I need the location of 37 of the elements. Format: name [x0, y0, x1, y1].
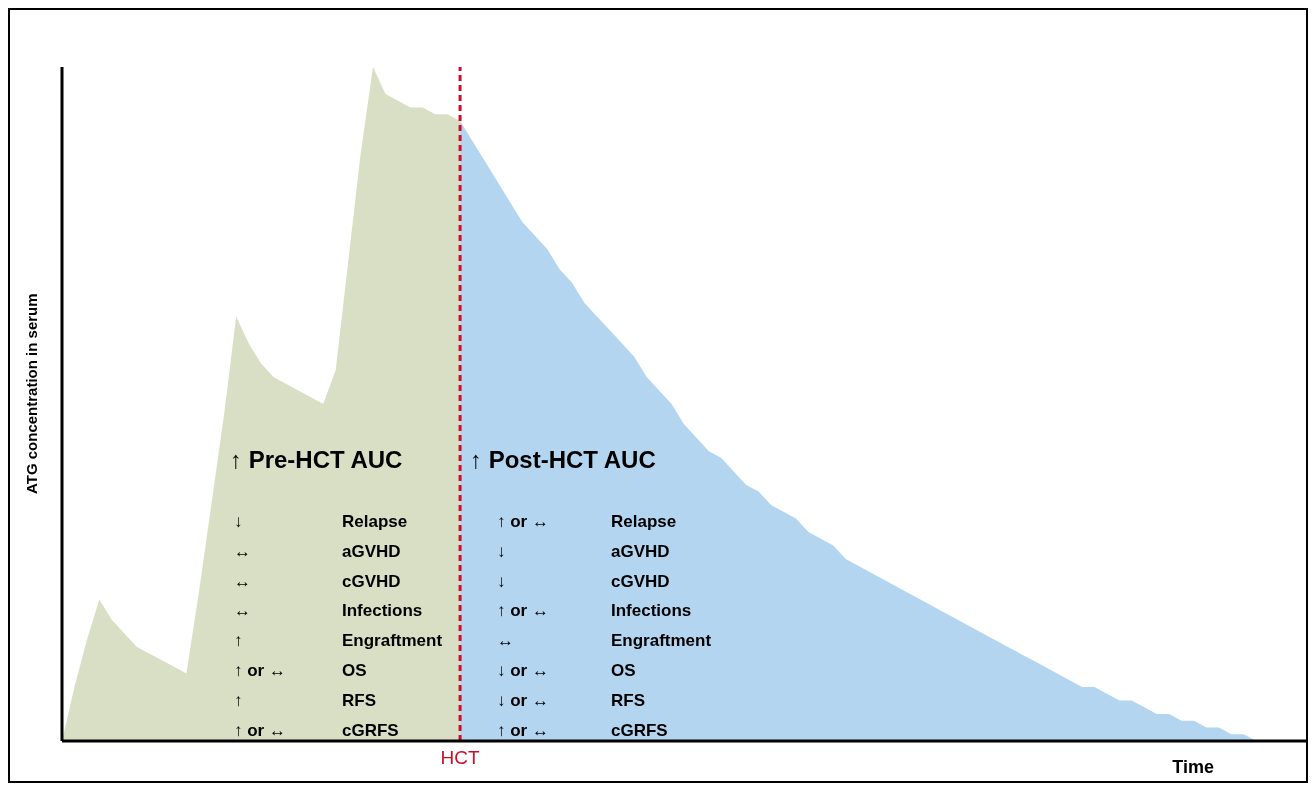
annotation: Relapse [342, 512, 408, 532]
annotation: ↓ [497, 571, 506, 592]
annotation: ↑ Post-HCT AUC [470, 446, 656, 474]
annotation: ↑ or ↔ [234, 661, 286, 681]
annotation: aGVHD [611, 541, 670, 562]
annotation: ↑ [234, 690, 243, 711]
annotation: Engraftment [342, 631, 443, 652]
annotation: Engraftment [611, 631, 712, 652]
annotation: cGRFS [611, 720, 668, 741]
annotation: ↔ [234, 541, 251, 562]
text: HCT [440, 747, 480, 769]
annotation: Infections [342, 601, 423, 622]
annotation: ↓ or ↔ [497, 690, 549, 711]
y-axis-title: ATG concentration in serum [23, 293, 41, 494]
annotation: ↓ or ↔ [497, 661, 549, 681]
annotation: OS [342, 661, 367, 681]
annotation: ↑ or ↔ [234, 720, 286, 741]
annotation: RFS [611, 690, 645, 711]
annotation: cGRFS [342, 720, 399, 741]
annotation: Infections [611, 601, 692, 622]
annotation: ↓ [234, 512, 243, 532]
annotation: ↔ [234, 571, 251, 592]
annotation: aGVHD [342, 541, 401, 562]
x-axis-title: Time [1172, 757, 1214, 777]
annotation: Relapse [611, 512, 677, 532]
annotation: ↔ [497, 631, 514, 652]
annotation: ↑ [234, 631, 243, 652]
annotation: cGVHD [342, 571, 401, 592]
annotation: ↑ Pre-HCT AUC [230, 446, 403, 474]
annotation: ↔ [234, 601, 251, 622]
annotation: RFS [342, 690, 376, 711]
annotation: ↑ or ↔ [497, 601, 549, 622]
annotation: cGVHD [611, 571, 670, 592]
annotation: ↑ or ↔ [497, 512, 549, 532]
annotation: ↓ [497, 541, 506, 562]
annotation: ↑ or ↔ [497, 720, 549, 741]
annotation: OS [611, 661, 636, 681]
